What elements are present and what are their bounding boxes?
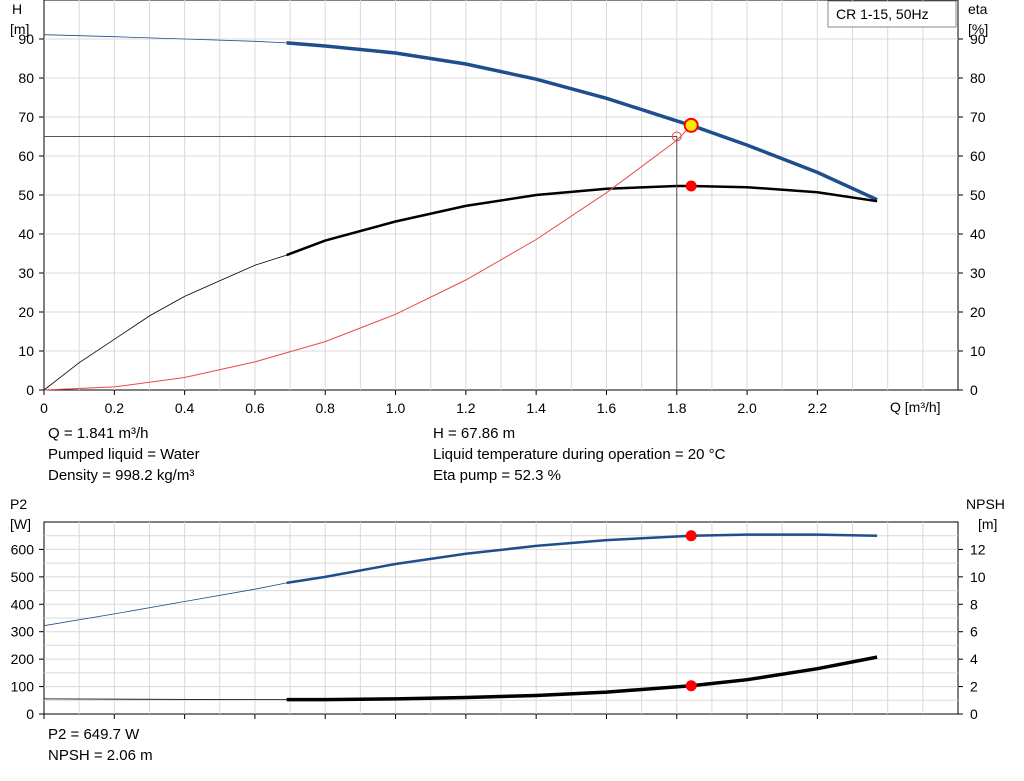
top-y-tick-label-right: 50	[970, 187, 986, 203]
legend-box	[827, 0, 957, 28]
top-grid	[44, 0, 958, 390]
bottom-y-tick-label-right: 10	[970, 569, 986, 585]
bottom-ylabel-right: NPSH	[966, 496, 1005, 512]
top-x-tick-label: 1.0	[386, 400, 406, 416]
top-x-tick-label: 0.8	[315, 400, 335, 416]
top-x-tick-label: 0.2	[105, 400, 125, 416]
top-y-tick-label-right: 60	[970, 148, 986, 164]
info-eta: Eta pump = 52.3 %	[433, 467, 561, 484]
bottom-ylabel-left: P2	[10, 496, 27, 512]
top-y-tick-label-left: 10	[18, 343, 34, 359]
top-y-tick-label-right: 30	[970, 265, 986, 281]
top-x-tick-label: 0.4	[175, 400, 195, 416]
top-x-tick-label: 0.6	[245, 400, 265, 416]
top-x-tick-label: 1.6	[597, 400, 617, 416]
bottom-y-tick-label-right: 0	[970, 706, 978, 722]
top-x-tick-label: 1.4	[526, 400, 546, 416]
bottom-y-tick-label-right: 4	[970, 651, 978, 667]
top-xlabel: Q [m³/h]	[890, 399, 941, 415]
info-temperature: Liquid temperature during operation = 20…	[433, 446, 726, 463]
top-x-tick-label: 2.2	[808, 400, 828, 416]
top-y-tick-label-left: 70	[18, 109, 34, 125]
system-curve-line	[43, 124, 692, 391]
bottom-y-tick-label-right: 6	[970, 624, 978, 640]
top-y-tick-label-right: 40	[970, 226, 986, 242]
info-power: P2 = 649.7 W	[48, 726, 140, 743]
info-liquid: Pumped liquid = Water	[48, 446, 200, 463]
top-y-tick-label-left: 90	[18, 31, 34, 47]
bottom-ylabel-left-unit: [W]	[10, 516, 31, 532]
npsh-curve-line-operating	[286, 655, 878, 702]
top-ylabel-right: eta	[968, 1, 988, 17]
top-ylabel-left-unit: [m]	[10, 21, 29, 37]
head-curve-line-extended	[43, 34, 287, 44]
top-ylabel-right-unit: [%]	[968, 21, 988, 37]
duty-point-crosshair	[44, 136, 678, 390]
bottom-y-tick-label-left: 500	[11, 569, 35, 585]
info-density: Density = 998.2 kg/m³	[48, 467, 195, 484]
head-operating-point	[683, 117, 699, 133]
npsh-operating-point	[685, 680, 697, 692]
top-y-tick-label-right: 80	[970, 70, 986, 86]
top-series	[43, 34, 878, 391]
top-y-tick-label-left: 80	[18, 70, 34, 86]
bottom-y-tick-label-left: 400	[11, 596, 35, 612]
eta-curve-line-extended	[43, 254, 287, 391]
top-ticks: 0 0.2 0.4 0.6 0.8 1.0 1.2 1.4 1.6 1.8 2.0 2.2 0 10 20 3…	[18, 31, 985, 416]
info-flow: Q = 1.841 m³/h	[48, 425, 149, 442]
top-chart: 0 0.2 0.4 0.6 0.8 1.0 1.2 1.4 1.6 1.8 2.0 2.2 0 10 20 3…	[10, 0, 988, 416]
top-x-tick-label: 0	[40, 400, 48, 416]
top-x-tick-label: 1.2	[456, 400, 476, 416]
top-y-tick-label-right: 10	[970, 343, 986, 359]
bottom-ylabel-right-unit: [m]	[978, 516, 997, 532]
bottom-y-tick-label-right: 8	[970, 596, 978, 612]
power-operating-point	[685, 530, 697, 542]
bottom-chart: 0 100 200 300 400 500 600 0 2 4 6 8 10 12 P2 [W] NPSH…	[10, 496, 1005, 722]
top-y-tick-label-left: 0	[26, 382, 34, 398]
head-curve-line-operating	[286, 41, 878, 202]
bottom-y-tick-label-left: 100	[11, 679, 35, 695]
top-y-tick-label-right: 70	[970, 109, 986, 125]
top-y-tick-label-right: 0	[970, 382, 978, 398]
top-y-tick-label-left: 40	[18, 226, 34, 242]
eta-curve-line-operating	[286, 184, 878, 257]
info-head: H = 67.86 m	[433, 425, 516, 442]
power-curve-line-operating	[286, 533, 878, 585]
bottom-ticks: 0 100 200 300 400 500 600 0 2 4 6 8 10 12	[11, 541, 986, 722]
top-x-tick-label: 1.8	[667, 400, 687, 416]
bottom-y-tick-label-left: 600	[11, 541, 35, 557]
top-ylabel-left: H	[12, 1, 22, 17]
top-y-tick-label-left: 30	[18, 265, 34, 281]
bottom-series	[43, 530, 878, 702]
power-curve-line-extended	[43, 582, 287, 627]
info-npsh: NPSH = 2.06 m	[48, 747, 153, 764]
bottom-y-tick-label-left: 300	[11, 624, 35, 640]
top-y-tick-label-right: 90	[970, 31, 986, 47]
legend-box-label: CR 1-15, 50Hz	[836, 6, 929, 22]
bottom-y-tick-label-right: 12	[970, 541, 986, 557]
npsh-curve-line-extended	[43, 698, 287, 700]
bottom-y-tick-label-right: 2	[970, 679, 978, 695]
bottom-y-tick-label-left: 200	[11, 651, 35, 667]
top-y-tick-label-right: 20	[970, 304, 986, 320]
top-y-tick-label-left: 60	[18, 148, 34, 164]
top-y-tick-label-left: 20	[18, 304, 34, 320]
duty-point-marker	[671, 131, 682, 142]
eta-operating-point	[685, 180, 697, 192]
top-y-tick-label-left: 50	[18, 187, 34, 203]
top-x-tick-label: 2.0	[737, 400, 757, 416]
bottom-y-tick-label-left: 0	[26, 706, 34, 722]
